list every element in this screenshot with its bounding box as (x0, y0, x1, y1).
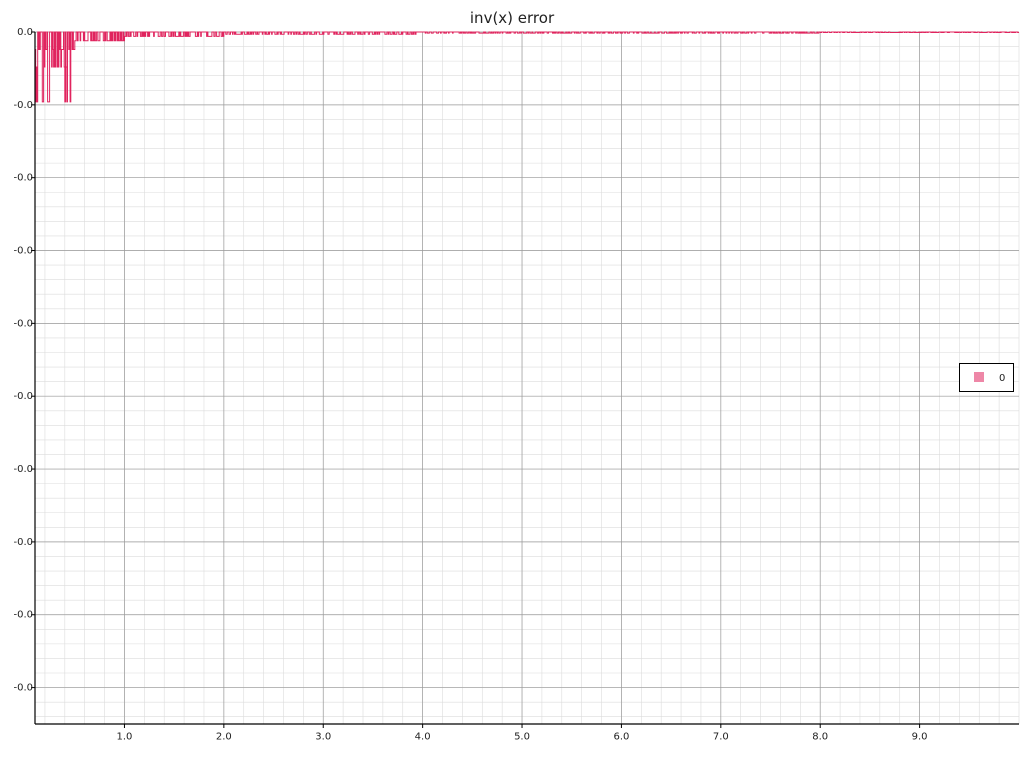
legend-box (959, 363, 1014, 392)
y-tick-label: -0.0 (13, 610, 33, 621)
x-tick-labels: 1.0 2.0 3.0 4.0 5.0 6.0 7.0 8.0 9.0 (117, 731, 928, 742)
y-tick-labels: 0.0 -0.0 -0.0 -0.0 -0.0 -0.0 -0.0 -0.0 -0.0 -0.0 (13, 27, 33, 694)
x-tick-label: 1.0 (117, 731, 133, 742)
x-tick-label: 3.0 (315, 731, 331, 742)
y-tick-label: -0.0 (13, 173, 33, 184)
legend-swatch (974, 372, 984, 382)
x-tick-label: 6.0 (613, 731, 629, 742)
series-layer (35, 31, 1019, 103)
series-line-0 (35, 31, 1019, 103)
y-tick-label: 0.0 (17, 27, 33, 38)
y-tick-label: -0.0 (13, 464, 33, 475)
x-tick-label: 2.0 (216, 731, 232, 742)
x-tick-label: 4.0 (415, 731, 431, 742)
y-tick-label: -0.0 (13, 246, 33, 257)
y-tick-label: -0.0 (13, 100, 33, 111)
legend[interactable]: 0 (959, 363, 1014, 392)
axes (31, 31, 1019, 728)
y-tick-label: -0.0 (13, 318, 33, 329)
x-tick-label: 5.0 (514, 731, 530, 742)
major-gridlines (35, 31, 1019, 724)
x-tick-label: 8.0 (812, 731, 828, 742)
x-tick-label: 7.0 (713, 731, 729, 742)
y-tick-label: -0.0 (13, 683, 33, 694)
x-tick-label: 9.0 (912, 731, 928, 742)
minor-gridlines (35, 31, 1020, 724)
y-tick-label: -0.0 (13, 537, 33, 548)
legend-label: 0 (999, 373, 1005, 384)
chart-title: inv(x) error (470, 9, 555, 27)
y-tick-label: -0.0 (13, 391, 33, 402)
